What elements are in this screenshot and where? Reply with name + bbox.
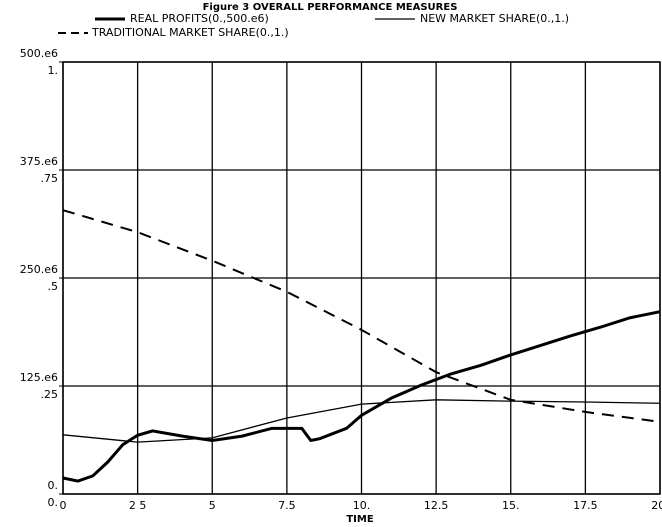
x-tick-label: 15. [502, 499, 520, 512]
x-tick-label: 7.5 [278, 499, 296, 512]
series-line [62, 209, 661, 423]
x-tick-label: 5 [209, 499, 216, 512]
x-tick-label: 17.5 [573, 499, 598, 512]
y-tick-label: 125.e6 [20, 371, 58, 384]
y2-tick-label: 1. [48, 64, 59, 77]
chart-title: Figure 3 OVERALL PERFORMANCE MEASURES [203, 2, 458, 13]
y-tick-label: 375.e6 [20, 155, 58, 168]
legend-label: NEW MARKET SHARE(0.,1.) [420, 12, 569, 25]
x-tick-label: 10. [353, 499, 371, 512]
y2-tick-label: .25 [41, 388, 59, 401]
x-tick-label: 0 [60, 499, 67, 512]
x-axis-label: TIME [346, 514, 373, 525]
y-tick-label: 500.e6 [20, 47, 58, 60]
y-tick-label: 250.e6 [20, 263, 58, 276]
x-tick-label: 2 5 [129, 499, 147, 512]
y2-tick-label: .75 [41, 172, 59, 185]
y2-tick-label: .5 [48, 280, 59, 293]
x-tick-label: 12.5 [424, 499, 449, 512]
x-tick-label: 20. [651, 499, 662, 512]
series-line [62, 310, 661, 483]
series-line [62, 399, 661, 443]
legend-label: TRADITIONAL MARKET SHARE(0.,1.) [91, 26, 289, 39]
y2-tick-label: 0. [48, 496, 59, 509]
y-tick-label: 0. [48, 479, 59, 492]
legend-label: REAL PROFITS(0.,500.e6) [130, 12, 269, 25]
